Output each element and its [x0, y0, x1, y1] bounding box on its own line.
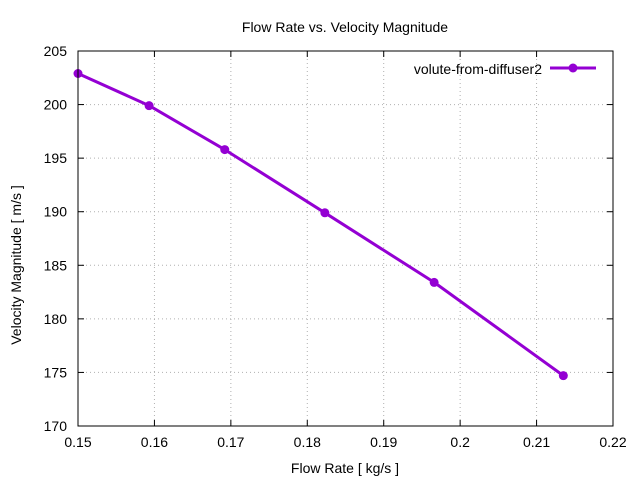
x-tick-label: 0.18 — [294, 434, 321, 450]
x-axis-label: Flow Rate [ kg/s ] — [291, 460, 399, 476]
legend: volute-from-diffuser2 — [414, 61, 596, 77]
x-tick-label: 0.22 — [599, 434, 626, 450]
y-tick-label: 175 — [44, 364, 68, 380]
y-tick-label: 170 — [44, 418, 68, 434]
x-tick-label: 0.17 — [217, 434, 244, 450]
chart-title: Flow Rate vs. Velocity Magnitude — [242, 19, 448, 35]
series-line — [77, 72, 565, 377]
y-tick-label: 185 — [44, 257, 68, 273]
x-tick-label: 0.16 — [141, 434, 168, 450]
legend-marker — [568, 63, 578, 73]
grid-lines — [78, 51, 613, 426]
data-point — [558, 371, 568, 381]
y-tick-label: 180 — [44, 311, 68, 327]
y-tick-labels: 170 175 180 185 190 195 200 205 — [44, 43, 68, 434]
y-tick-label: 205 — [44, 43, 68, 59]
data-point — [220, 145, 230, 155]
x-tick-label: 0.2 — [450, 434, 470, 450]
plot-frame — [77, 50, 614, 427]
data-point — [320, 208, 330, 218]
x-tick-label: 0.15 — [64, 434, 91, 450]
axis-ticks — [77, 50, 614, 427]
x-tick-label: 0.19 — [370, 434, 397, 450]
y-axis-label: Velocity Magnitude [ m/s ] — [8, 185, 24, 345]
y-tick-label: 195 — [44, 150, 68, 166]
y-tick-label: 200 — [44, 97, 68, 113]
x-tick-label: 0.21 — [523, 434, 550, 450]
data-point — [429, 277, 439, 287]
series-layer — [73, 69, 568, 381]
y-tick-label: 190 — [44, 204, 68, 220]
data-point — [144, 101, 154, 111]
x-tick-labels: 0.15 0.16 0.17 0.18 0.19 0.2 0.21 0.22 — [64, 434, 626, 450]
legend-label: volute-from-diffuser2 — [414, 61, 542, 77]
